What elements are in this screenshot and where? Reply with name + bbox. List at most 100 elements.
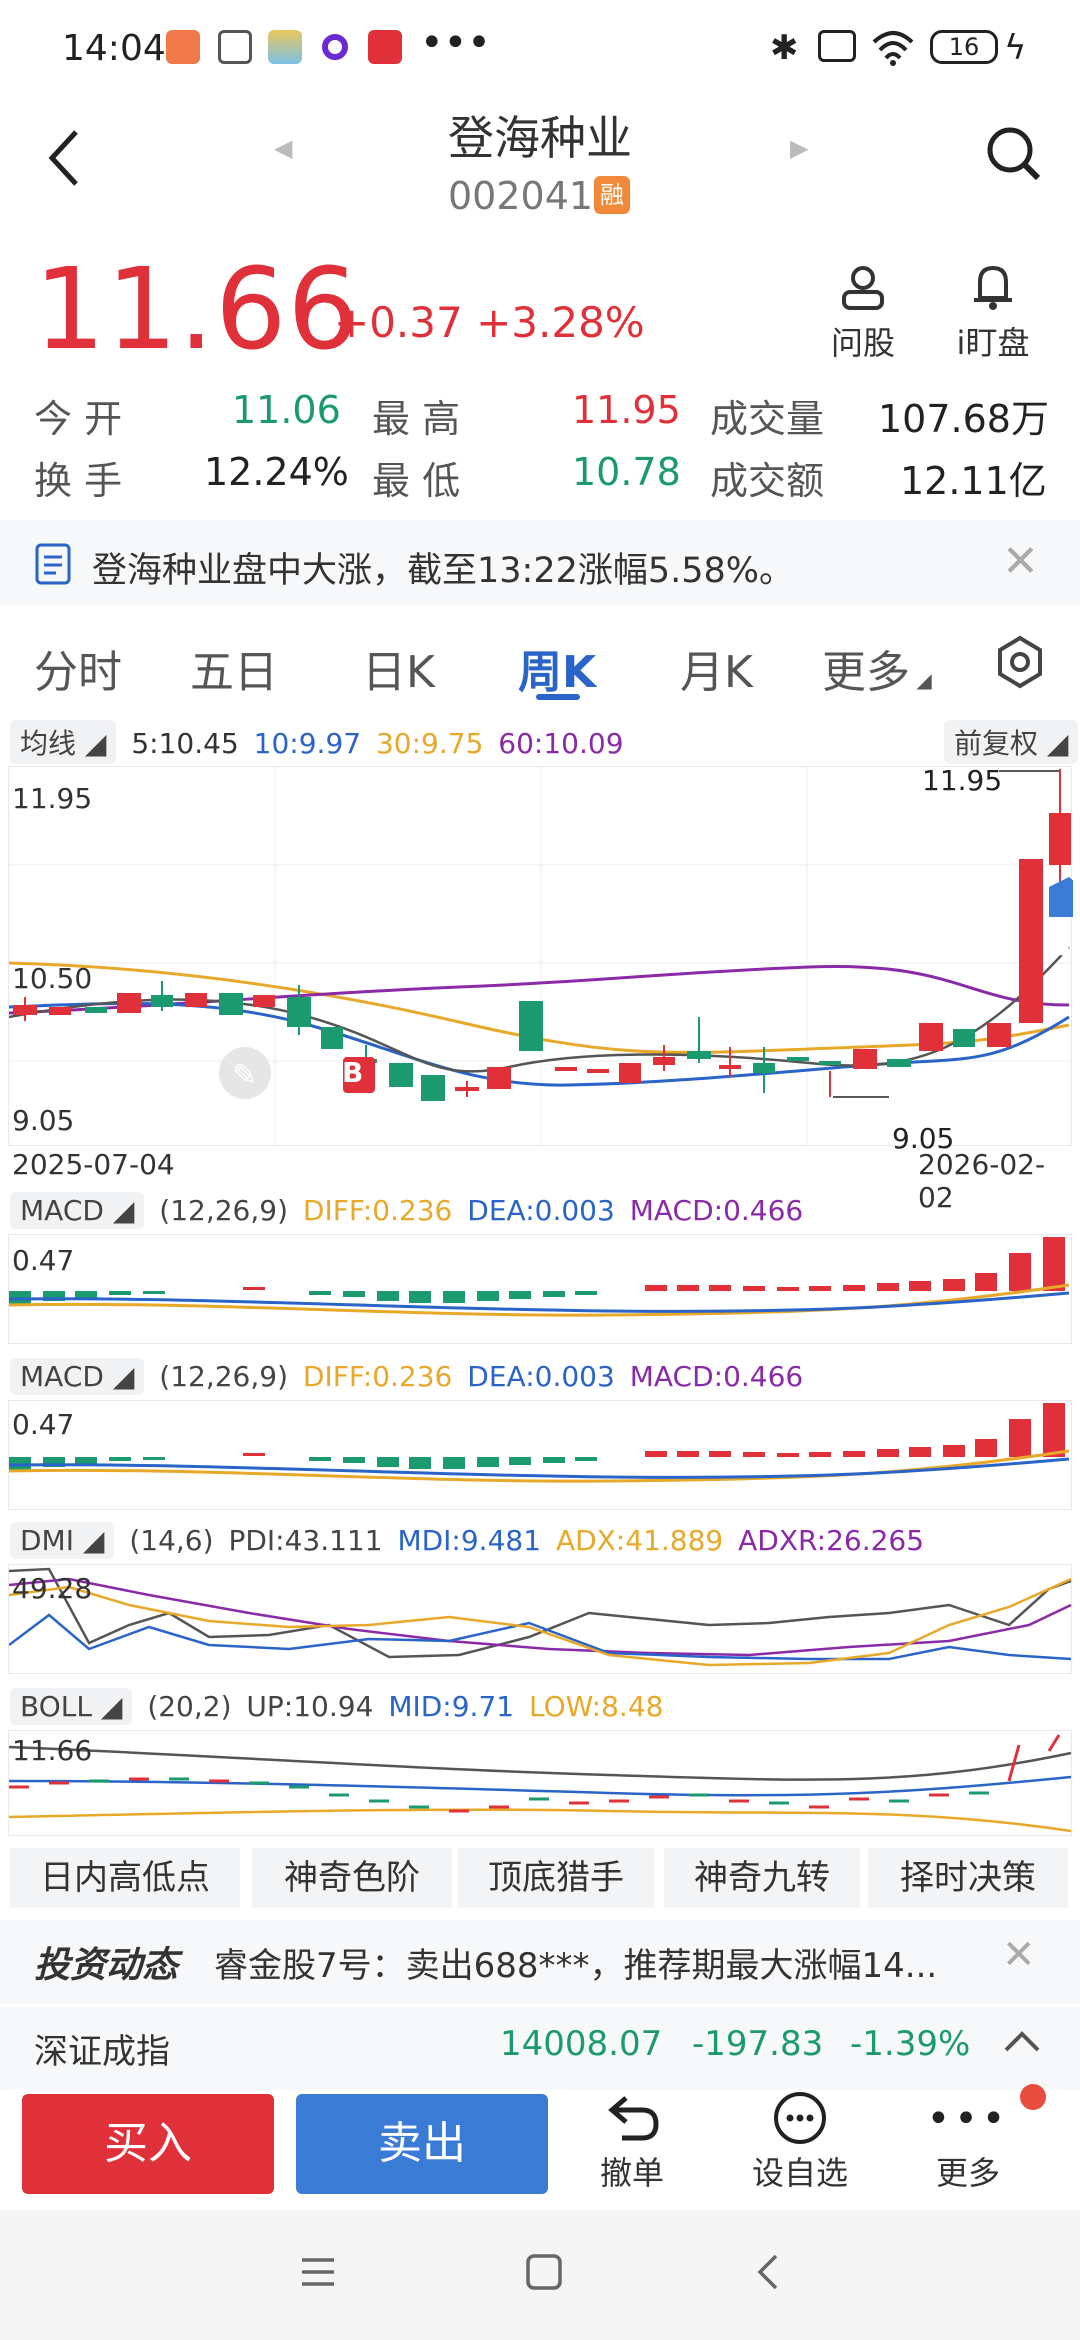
turnover-value: 12.24% bbox=[204, 450, 349, 494]
boll-up: UP:10.94 bbox=[246, 1690, 374, 1723]
boll-axis-label: 11.66 bbox=[12, 1734, 93, 1767]
more-button[interactable]: ••• 更多 bbox=[908, 2090, 1028, 2194]
macd2-axis-label: 0.47 bbox=[12, 1408, 75, 1441]
nav-back-icon[interactable] bbox=[752, 2252, 782, 2292]
low-value: 10.78 bbox=[572, 450, 681, 494]
chip-nine-turn[interactable]: 神奇九转 bbox=[664, 1848, 860, 1908]
menu-icon[interactable] bbox=[298, 2254, 338, 2290]
status-time: 14:04 bbox=[62, 28, 166, 69]
document-icon bbox=[35, 543, 71, 585]
close-icon[interactable]: ✕ bbox=[1002, 536, 1039, 587]
kline-max-label: 11.95 bbox=[12, 782, 93, 815]
kline-chart bbox=[8, 767, 1080, 1147]
charging-icon: ϟ bbox=[1004, 28, 1027, 68]
search-icon[interactable] bbox=[984, 124, 1044, 184]
chip-intraday-high-low[interactable]: 日内高低点 bbox=[10, 1848, 240, 1908]
investment-dynamics-bar[interactable] bbox=[0, 1920, 1080, 2004]
chip-color-scale[interactable]: 神奇色阶 bbox=[252, 1848, 452, 1908]
news-text: 登海种业盘中大涨，截至13:22涨幅5.58%。 bbox=[92, 551, 795, 591]
watch-market-label: i盯盘 bbox=[956, 324, 1030, 362]
tab-intraday[interactable]: 分时 bbox=[34, 647, 122, 698]
macd2-chart bbox=[8, 1403, 1070, 1483]
dmi-selector[interactable]: DMI ◢ bbox=[10, 1522, 115, 1559]
amount-value: 12.11亿 bbox=[900, 459, 1047, 503]
macd1-header: MACD ◢ (12,26,9) DIFF:0.236 DEA:0.003 MA… bbox=[10, 1192, 803, 1229]
tab-weekly-k[interactable]: 周K bbox=[518, 647, 597, 698]
watch-market-button[interactable]: i盯盘 bbox=[938, 264, 1048, 364]
buy-button[interactable]: 买入 bbox=[22, 2094, 274, 2194]
boll-mid: MID:9.71 bbox=[388, 1690, 515, 1723]
dynamics-close-icon[interactable]: ✕ bbox=[1002, 1932, 1036, 1978]
ask-stock-button[interactable]: 问股 bbox=[808, 264, 918, 364]
boll-panel[interactable] bbox=[8, 1730, 1072, 1836]
dmi-panel[interactable] bbox=[8, 1564, 1072, 1674]
boll-selector[interactable]: BOLL ◢ bbox=[10, 1688, 133, 1725]
prev-stock-icon[interactable]: ◀ bbox=[274, 134, 293, 162]
next-stock-icon[interactable]: ▶ bbox=[790, 134, 809, 162]
pencil-icon[interactable]: ✎ bbox=[232, 1058, 258, 1093]
macd1-selector[interactable]: MACD ◢ bbox=[10, 1192, 145, 1229]
low-label: 最 低 bbox=[372, 459, 461, 503]
person-icon bbox=[842, 266, 884, 310]
adjust-label: 前复权 bbox=[954, 727, 1039, 760]
ma10-value: 10:9.97 bbox=[253, 727, 362, 760]
dropdown-icon: ◢ bbox=[910, 668, 932, 692]
chip-timing-decision[interactable]: 择时决策 bbox=[868, 1848, 1068, 1908]
news-banner[interactable] bbox=[0, 520, 1080, 606]
open-value: 11.06 bbox=[232, 388, 341, 432]
home-icon[interactable] bbox=[524, 2252, 564, 2292]
bell-icon bbox=[974, 265, 1012, 310]
macd1-panel[interactable] bbox=[8, 1234, 1072, 1344]
boll-header: BOLL ◢ (20,2) UP:10.94 MID:9.71 LOW:8.48 bbox=[10, 1688, 663, 1725]
adjust-selector[interactable]: 前复权 ◢ bbox=[944, 720, 1079, 764]
ask-stock-label: 问股 bbox=[830, 324, 895, 362]
stats-row-1: 今 开 11.06 最 高 11.95 成交量 107.68万 bbox=[0, 388, 1080, 448]
settings-icon[interactable] bbox=[994, 634, 1046, 690]
macd2-header: MACD ◢ (12,26,9) DIFF:0.236 DEA:0.003 MA… bbox=[10, 1358, 803, 1395]
macd1-label: MACD bbox=[20, 1194, 104, 1227]
dynamics-text: 睿金股7号：卖出688***，推荐期最大涨幅14... bbox=[214, 1946, 938, 1986]
ma-selector[interactable]: 均线 ◢ bbox=[10, 720, 117, 764]
ma5-value: 5:10.45 bbox=[131, 727, 239, 760]
macd2-diff: DIFF:0.236 bbox=[302, 1360, 453, 1393]
stats-row-2: 换 手 12.24% 最 低 10.78 成交额 12.11亿 bbox=[0, 450, 1080, 510]
status-bar: 14:04 ••• ✱ 16 ϟ bbox=[0, 0, 1080, 100]
open-label: 今 开 bbox=[34, 397, 123, 441]
active-tab-indicator bbox=[536, 694, 580, 700]
tab-daily-k[interactable]: 日K bbox=[362, 647, 435, 698]
sell-signal-tag[interactable]: S bbox=[1052, 932, 1071, 962]
undo-icon bbox=[608, 2096, 659, 2141]
back-icon[interactable] bbox=[44, 128, 84, 188]
sell-button[interactable]: 卖出 bbox=[296, 2094, 548, 2194]
macd2-panel[interactable] bbox=[8, 1400, 1072, 1510]
index-change: -197.83 bbox=[692, 2024, 824, 2064]
chip-top-bottom-hunter[interactable]: 顶底猎手 bbox=[458, 1848, 654, 1908]
kline-mid-label: 10.50 bbox=[12, 962, 93, 995]
macd1-chart bbox=[8, 1237, 1070, 1317]
expand-up-icon[interactable] bbox=[1002, 2026, 1042, 2056]
amount-label: 成交额 bbox=[710, 459, 825, 503]
tab-monthly-k[interactable]: 月K bbox=[680, 647, 753, 698]
more-dots-icon: ••• bbox=[926, 2096, 1010, 2142]
dmi-header: DMI ◢ (14,6) PDI:43.111 MDI:9.481 ADX:41… bbox=[10, 1522, 924, 1559]
dmi-chart bbox=[8, 1567, 1072, 1667]
buy-signal-tag[interactable]: B bbox=[342, 1056, 364, 1089]
current-price: 11.66 bbox=[34, 245, 360, 375]
tab-five-day[interactable]: 五日 bbox=[190, 647, 278, 698]
stock-code: 002041 bbox=[448, 174, 594, 218]
macd1-diff: DIFF:0.236 bbox=[302, 1194, 453, 1227]
circle-app-icon bbox=[322, 34, 348, 60]
ma30-value: 30:9.75 bbox=[375, 727, 484, 760]
wifi-icon bbox=[872, 31, 914, 66]
tab-more[interactable]: 更多 ◢ bbox=[822, 636, 932, 700]
macd2-macd: MACD:0.466 bbox=[629, 1360, 804, 1393]
index-ticker-bar[interactable] bbox=[0, 2006, 1080, 2090]
add-watchlist-button[interactable]: 设自选 bbox=[740, 2090, 860, 2194]
macd2-label: MACD bbox=[20, 1360, 104, 1393]
macd2-selector[interactable]: MACD ◢ bbox=[10, 1358, 145, 1395]
dynamics-title: 投资动态 bbox=[34, 1945, 179, 1986]
boll-low: LOW:8.48 bbox=[528, 1690, 664, 1723]
ma60-value: 60:10.09 bbox=[498, 727, 624, 760]
cancel-order-button[interactable]: 撤单 bbox=[572, 2090, 692, 2194]
kline-panel[interactable] bbox=[8, 766, 1080, 1147]
